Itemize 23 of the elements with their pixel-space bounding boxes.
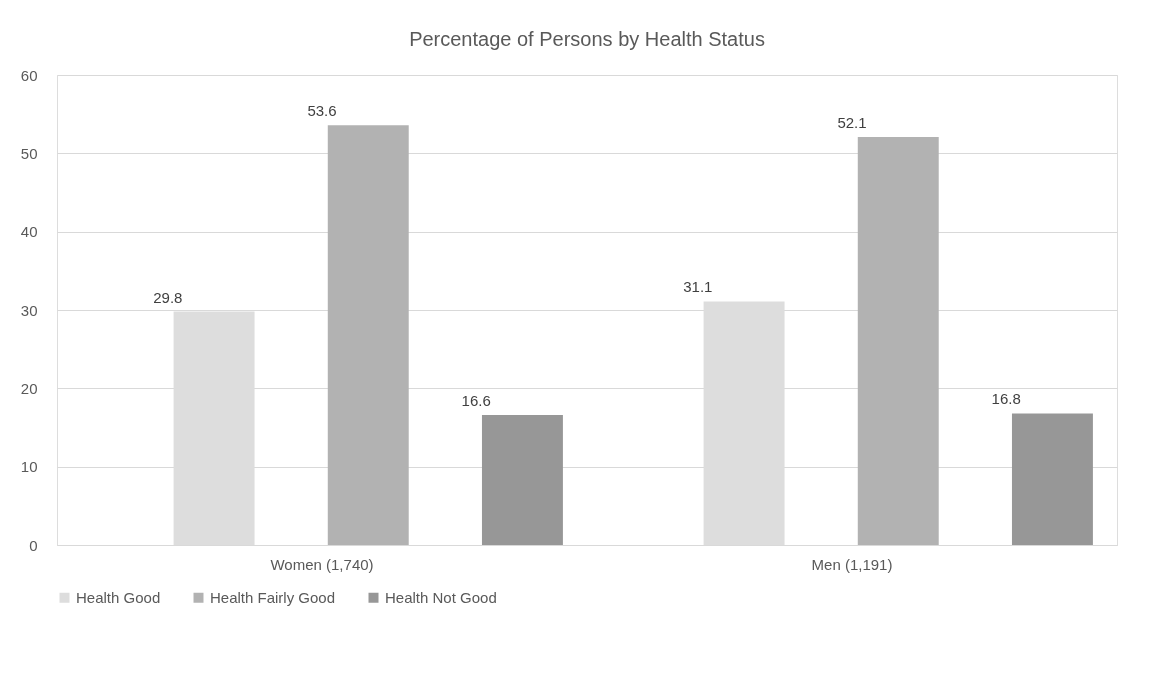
y-tick-label: 20 (20, 379, 38, 397)
bar (857, 136, 939, 545)
legend-label: Health Good (76, 588, 161, 606)
y-tick-label: 50 (20, 144, 38, 162)
data-label: 31.1 (683, 278, 713, 296)
bar (327, 125, 409, 545)
data-label: 52.1 (837, 113, 867, 131)
y-tick-label: 60 (20, 66, 38, 84)
x-tick-label: Men (1,191) (811, 555, 893, 573)
y-tick-label: 10 (20, 458, 38, 476)
data-label: 16.6 (461, 391, 491, 409)
y-tick-label: 40 (20, 223, 38, 241)
chart-title: Percentage of Persons by Health Status (409, 28, 765, 50)
bar (481, 414, 563, 545)
y-tick-label: 30 (20, 301, 38, 319)
y-tick-label: 0 (29, 536, 38, 554)
bar (1011, 413, 1093, 545)
data-label: 53.6 (307, 102, 337, 120)
data-label: 29.8 (153, 288, 183, 306)
legend-label: Health Not Good (385, 588, 497, 606)
data-label: 16.8 (991, 390, 1021, 408)
legend-label: Health Fairly Good (210, 588, 336, 606)
x-tick-label: Women (1,740) (270, 555, 374, 573)
